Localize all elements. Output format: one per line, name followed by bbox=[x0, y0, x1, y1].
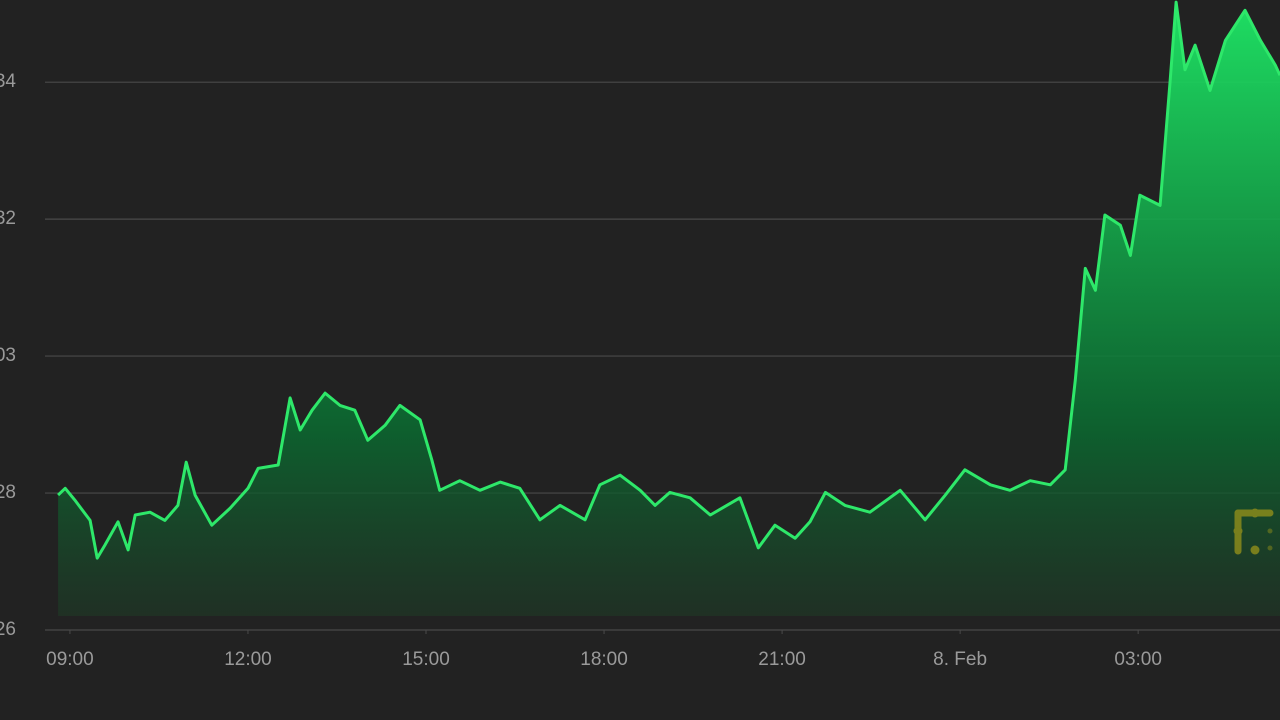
area-fill bbox=[58, 2, 1280, 616]
x-tick-label: 03:00 bbox=[1114, 649, 1162, 670]
watermark-icon bbox=[1233, 508, 1274, 555]
y-tick-label: 34 bbox=[0, 71, 16, 92]
y-tick-label: 26 bbox=[0, 619, 16, 640]
y-tick-label: 03 bbox=[0, 345, 16, 366]
x-tick-label: 15:00 bbox=[402, 649, 450, 670]
x-tick-label: 18:00 bbox=[580, 649, 628, 670]
x-tick-label: 21:00 bbox=[758, 649, 806, 670]
x-tick-label: 12:00 bbox=[224, 649, 272, 670]
y-tick-label: 28 bbox=[0, 482, 16, 503]
price-line bbox=[57, 0, 1280, 560]
x-tick-label: 8. Feb bbox=[933, 649, 987, 670]
y-tick-label: 32 bbox=[0, 208, 16, 229]
x-tick-label: 09:00 bbox=[46, 649, 94, 670]
